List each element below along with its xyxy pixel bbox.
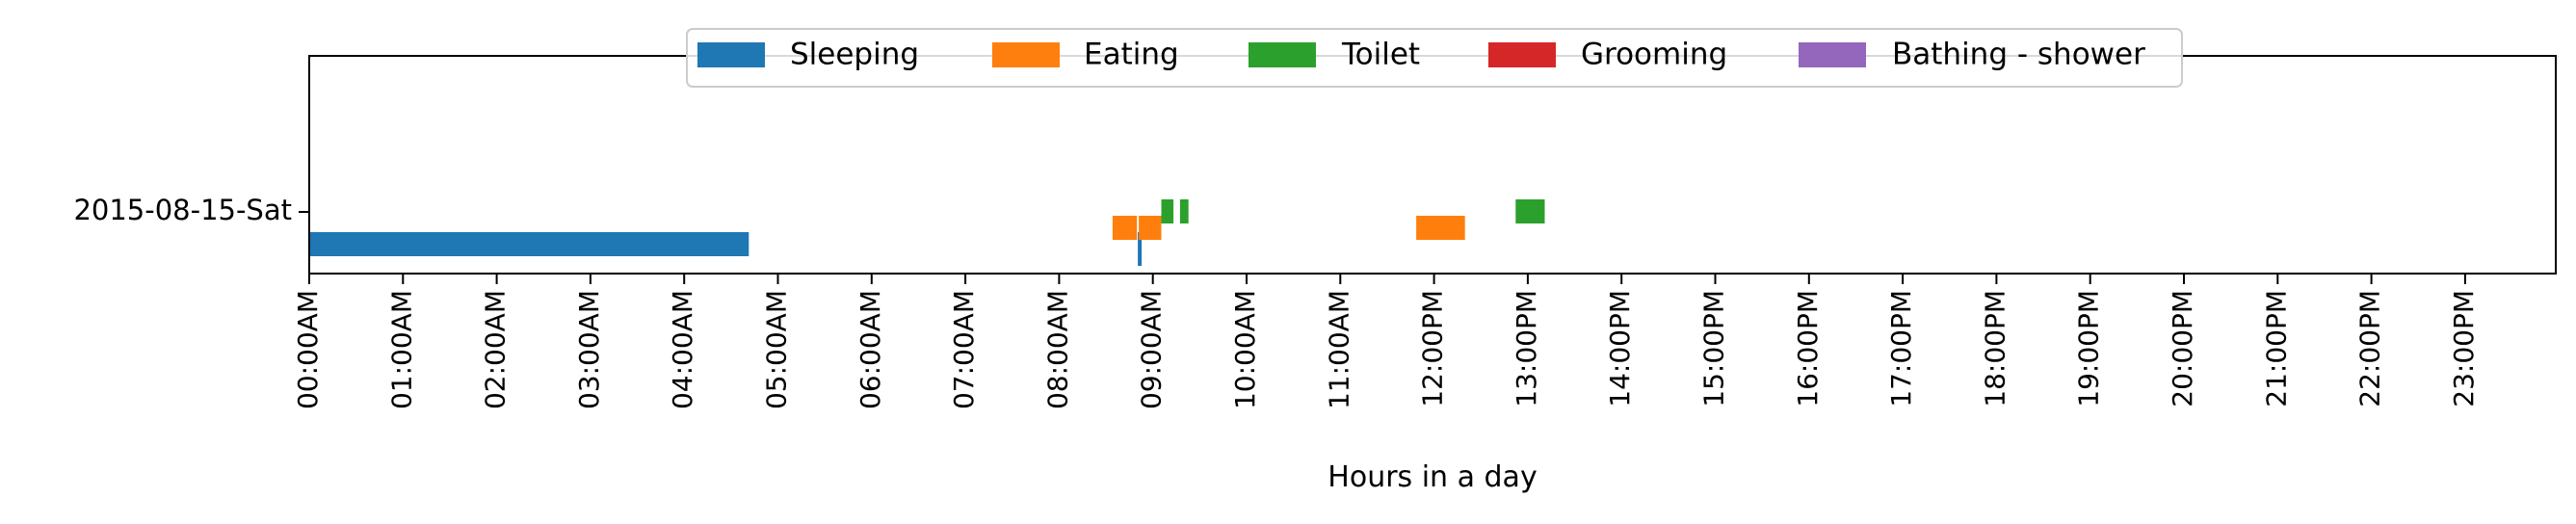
bar-eating-1	[1139, 216, 1162, 240]
x-tick-label: 13:00PM	[1511, 290, 1542, 407]
bar-sleeping-0	[309, 232, 749, 256]
x-tick-label: 11:00AM	[1323, 290, 1354, 409]
x-tick-label: 06:00AM	[854, 290, 886, 409]
x-tick-label: 01:00AM	[385, 290, 417, 409]
legend-swatch-grooming	[1488, 42, 1556, 67]
bar-eating-0	[1112, 216, 1138, 240]
x-tick-label: 14:00PM	[1604, 290, 1636, 407]
x-tick-label: 16:00PM	[1792, 290, 1824, 407]
y-axis: 2015-08-15-Sat	[73, 194, 309, 226]
x-tick-label: 05:00AM	[761, 290, 793, 409]
bar-sleeping-1	[1138, 232, 1143, 266]
x-tick-label: 04:00AM	[667, 290, 698, 409]
x-tick-label: 18:00PM	[1979, 290, 2011, 407]
legend-swatch-sleeping	[697, 42, 765, 67]
legend-label-bathing-shower: Bathing - shower	[1892, 38, 2145, 72]
x-tick-label: 03:00AM	[573, 290, 605, 409]
bar-toilet-1	[1179, 199, 1189, 223]
x-tick-label: 17:00PM	[1885, 290, 1917, 407]
legend-label-sleeping: Sleeping	[790, 38, 919, 72]
x-tick-label: 10:00AM	[1229, 290, 1261, 409]
y-tick-label: 2015-08-15-Sat	[73, 194, 292, 226]
legend-label-eating: Eating	[1084, 38, 1179, 72]
x-tick-label: 12:00PM	[1417, 290, 1449, 407]
legend: Sleeping Eating Toilet Grooming Bathing - sh…	[686, 28, 2183, 88]
x-tick-label: 07:00AM	[948, 290, 980, 409]
legend-swatch-toilet	[1249, 42, 1316, 67]
bar-toilet-2	[1515, 199, 1545, 223]
x-tick-label: 09:00AM	[1136, 290, 1168, 409]
x-tick-label: 02:00AM	[480, 290, 512, 409]
bar-toilet-0	[1161, 199, 1174, 223]
legend-swatch-bathing-shower	[1799, 42, 1866, 67]
x-axis-title: Hours in a day	[1327, 460, 1537, 494]
x-tick-label: 22:00PM	[2354, 290, 2386, 407]
x-tick-label: 21:00PM	[2260, 290, 2292, 407]
legend-label-grooming: Grooming	[1581, 38, 1727, 72]
bar-eating-2	[1416, 216, 1465, 240]
x-tick-label: 23:00PM	[2448, 290, 2480, 407]
x-tick-label: 20:00PM	[2167, 290, 2198, 407]
x-tick-label: 08:00AM	[1041, 290, 1073, 409]
legend-label-toilet: Toilet	[1341, 38, 1420, 72]
x-axis: 00:00AM 01:00AM 02:00AM 03:00AM 04:00AM 05:00…	[292, 274, 2480, 409]
x-tick-label: 00:00AM	[292, 290, 324, 409]
bars-group	[309, 199, 1545, 266]
x-tick-label: 19:00PM	[2073, 290, 2105, 407]
legend-swatch-eating	[992, 42, 1060, 67]
x-tick-label: 15:00PM	[1698, 290, 1730, 407]
